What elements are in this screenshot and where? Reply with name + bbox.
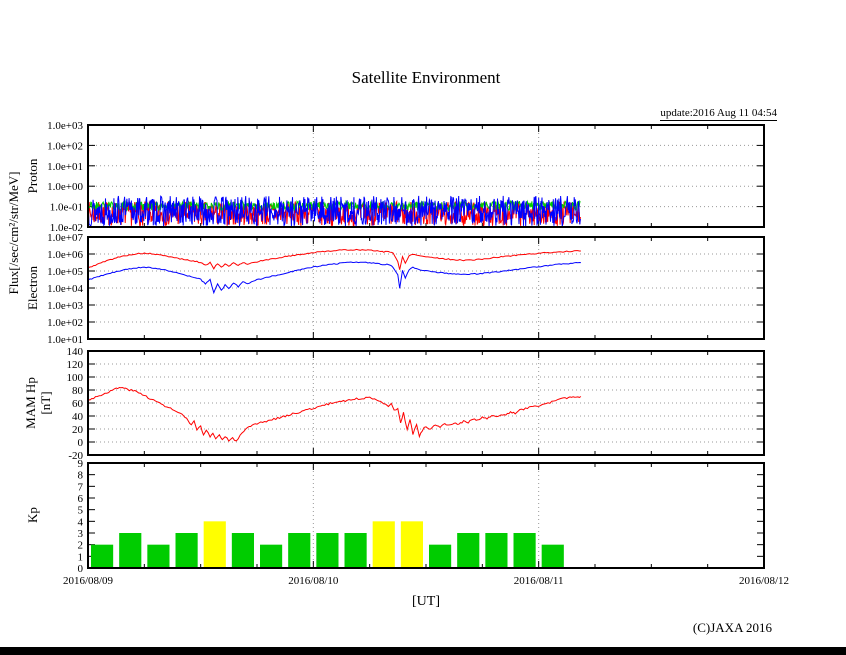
x-tick-label: 2016/08/11 [514,575,564,587]
y-tick-label: 1.0e+03 [47,120,83,132]
panel-frame [87,350,765,456]
update-timestamp: update:2016 Aug 11 04:54 [88,107,777,121]
y-tick-label: 1.0e-01 [50,202,83,214]
x-axis-title: [UT] [412,594,440,609]
y-tick-label: 40 [72,411,84,423]
kp-bar [457,533,480,568]
panel-frame [87,124,765,228]
x-tick-label: 2016/08/10 [288,575,339,587]
x-tick-label: 2016/08/09 [63,575,114,587]
kp-bar [344,533,367,568]
y-tick-label: 1.0e+05 [47,266,83,278]
y-tick-label: 1.0e+07 [47,232,83,244]
kp-bar [429,544,452,568]
x-tick-label: 2016/08/12 [739,575,789,587]
y-tick-label: 1.0e+01 [47,334,83,346]
y-tick-label: 1 [78,551,84,563]
kp-bar [513,533,536,568]
y-tick-label: 0 [78,563,84,575]
kp-bar [231,533,254,568]
y-tick-label: 0 [78,437,84,449]
series-electron-lower [87,261,581,295]
panel-frame [87,236,765,340]
y-tick-label: 1.0e+03 [47,300,83,312]
kp-bar [316,533,339,568]
kp-bar [203,521,226,568]
y-tick-label: 4 [78,516,84,528]
y-tick-label: 1.0e+02 [47,140,83,152]
kp-bar [400,521,423,568]
y-tick-label: -20 [68,450,83,462]
kp-bar [91,544,114,568]
y-tick-label: 20 [72,424,84,436]
y-tick-label: 140 [67,346,84,358]
series-hp-magnetic-field [87,386,582,442]
y-tick-label: 1.0e+06 [47,249,83,261]
bottom-bar [0,647,846,655]
y-tick-label: 3 [78,528,84,540]
y-tick-label: 1.0e+00 [47,181,83,193]
copyright: (C)JAXA 2016 [692,620,772,635]
kp-bar [372,521,395,568]
y-tick-label: 100 [67,372,84,384]
y-tick-label: 1.0e+01 [47,161,83,173]
y-tick-label: 8 [78,470,84,482]
kp-bar [147,544,170,568]
y-tick-label: 1.0e+04 [47,283,83,295]
panel-frame [87,462,765,569]
y-tick-label: 7 [78,481,84,493]
y-tick-label: 1.0e-02 [50,222,83,234]
kp-bar [288,533,311,568]
kp-bar [485,533,508,568]
y-tick-label: 60 [72,398,84,410]
y-tick-label: 80 [72,385,84,397]
y-tick-label: 1.0e+02 [47,317,83,329]
kp-bar [175,533,198,568]
page-title: Satellite Environment [351,68,501,87]
panel-proton: 1.0e+03 1.0e+02 1.0e+01 1.0e+00 1.0e-01 1.0e-… [47,120,765,234]
kp-bar [119,533,142,568]
series-proton-channel-blue [87,195,581,228]
update-timestamp-text: update:2016 Aug 11 04:54 [660,107,777,121]
kp-bar [260,544,283,568]
y-tick-label: 9 [78,458,84,470]
y-tick-label: 5 [78,505,84,517]
y-tick-label: 120 [67,359,84,371]
kp-bar [541,544,564,568]
panel-electron: 1.0e+07 1.0e+06 1.0e+05 1.0e+04 1.0e+03 1.0e+… [47,232,765,346]
y-tick-label: 2 [78,540,84,552]
series-electron-upper [87,248,581,270]
y-tick-label: 6 [78,493,84,505]
